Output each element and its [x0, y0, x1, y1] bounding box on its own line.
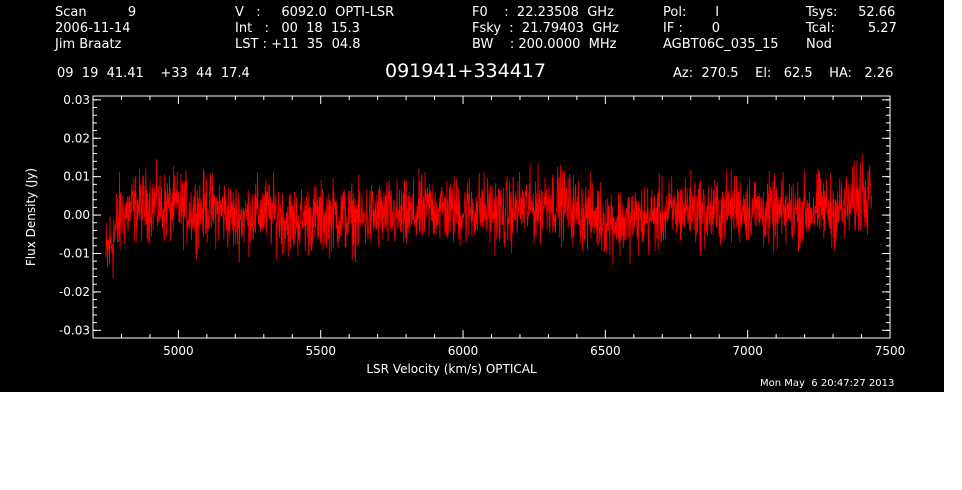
header-coordinates: 09 19 41.41 +33 44 17.4 [57, 66, 250, 81]
header-mode: Nod [806, 37, 832, 52]
header-project: AGBT06C_035_15 [663, 37, 779, 52]
x-tick-label: 7000 [732, 344, 763, 358]
x-axis-label: LSR Velocity (km/s) OPTICAL [366, 362, 537, 376]
header-scan: Scan 9 [55, 5, 137, 20]
y-tick-label: 0.02 [63, 131, 90, 145]
header-fsky: Fsky : 21.79403 GHz [472, 21, 619, 36]
y-axis-label: Flux Density (Jy) [24, 168, 38, 266]
header-f0: F0 : 22.23508 GHz [472, 5, 614, 20]
x-tick-label: 6500 [590, 344, 621, 358]
plot-panel: Scan 9 2006-11-14 Jim Braatz V : 6092.0 … [0, 0, 944, 392]
spectrum-chart: -0.03 -0.02 -0.01 0.00 0.01 0.02 0.03 5000 5500 6… [24, 93, 906, 376]
y-tick-label: -0.01 [59, 246, 90, 260]
header-tsys: Tsys: 52.66 [806, 5, 896, 20]
x-tick-label: 6000 [448, 344, 479, 358]
header-bw: BW : 200.0000 MHz [472, 37, 617, 52]
header-date: 2006-11-14 [55, 21, 131, 36]
y-tick-label: -0.03 [59, 323, 90, 337]
source-title: 091941+334417 [385, 60, 546, 82]
footer-date: Mon May 6 20:47:27 2013 [760, 378, 895, 389]
header-if: IF : 0 [663, 21, 721, 36]
header-lst: LST : +11 35 04.8 [235, 37, 361, 52]
y-tick-label: 0.01 [63, 170, 90, 184]
header-pol: Pol: I [663, 5, 720, 20]
y-tick-label: -0.02 [59, 285, 90, 299]
spectrum-line [105, 153, 872, 279]
header-az-el-ha: Az: 270.5 El: 62.5 HA: 2.26 [673, 66, 894, 81]
y-tick-label: 0.00 [63, 208, 90, 222]
header-observer: Jim Braatz [55, 37, 122, 52]
x-tick-label: 5500 [305, 344, 336, 358]
header-tcal: Tcal: 5.27 [806, 21, 897, 36]
x-tick-label: 7500 [875, 344, 906, 358]
y-tick-label: 0.03 [63, 93, 90, 107]
x-tick-label: 5000 [163, 344, 194, 358]
header-velocity: V : 6092.0 OPTI-LSR [235, 5, 395, 20]
header-integration: Int : 00 18 15.3 [235, 21, 360, 36]
